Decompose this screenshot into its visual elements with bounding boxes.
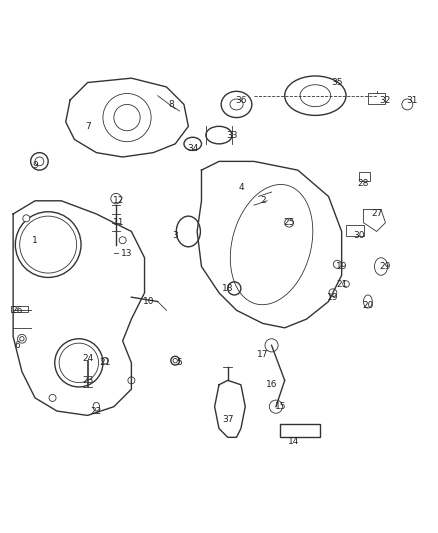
Text: 37: 37 bbox=[222, 415, 233, 424]
Text: 8: 8 bbox=[168, 100, 174, 109]
Text: 34: 34 bbox=[187, 144, 198, 153]
Text: 1: 1 bbox=[32, 236, 38, 245]
Bar bbox=[368, 93, 385, 104]
Text: 19: 19 bbox=[327, 293, 339, 302]
Text: 9: 9 bbox=[32, 161, 38, 170]
Text: 3: 3 bbox=[172, 231, 178, 240]
Bar bbox=[346, 225, 364, 236]
Text: 11: 11 bbox=[113, 218, 124, 227]
Text: 28: 28 bbox=[358, 179, 369, 188]
Text: 14: 14 bbox=[288, 437, 299, 446]
Text: 29: 29 bbox=[380, 262, 391, 271]
Text: 31: 31 bbox=[406, 95, 417, 104]
Circle shape bbox=[23, 215, 30, 222]
Text: 18: 18 bbox=[222, 284, 233, 293]
Circle shape bbox=[128, 377, 135, 384]
Text: 24: 24 bbox=[82, 354, 93, 363]
Circle shape bbox=[49, 394, 56, 401]
Text: 25: 25 bbox=[283, 218, 295, 227]
Bar bbox=[11, 306, 28, 312]
Text: 10: 10 bbox=[143, 297, 155, 306]
Text: 36: 36 bbox=[235, 95, 247, 104]
Text: 17: 17 bbox=[257, 350, 268, 359]
Text: 33: 33 bbox=[226, 131, 238, 140]
Text: 2: 2 bbox=[260, 196, 265, 205]
Text: 12: 12 bbox=[113, 196, 124, 205]
Text: 23: 23 bbox=[82, 376, 93, 385]
Text: 35: 35 bbox=[332, 78, 343, 87]
Bar bbox=[359, 172, 370, 181]
Text: 20: 20 bbox=[362, 302, 374, 310]
Text: 15: 15 bbox=[275, 402, 286, 411]
Text: 26: 26 bbox=[12, 306, 23, 315]
Text: 27: 27 bbox=[371, 209, 382, 219]
Circle shape bbox=[119, 237, 126, 244]
Text: 21: 21 bbox=[336, 279, 347, 288]
Text: 32: 32 bbox=[380, 95, 391, 104]
Text: 19: 19 bbox=[336, 262, 347, 271]
Text: 22: 22 bbox=[91, 407, 102, 416]
Text: 16: 16 bbox=[266, 380, 277, 389]
Text: 4: 4 bbox=[238, 183, 244, 192]
Text: 6: 6 bbox=[14, 341, 21, 350]
Text: 5: 5 bbox=[177, 358, 183, 367]
Text: 13: 13 bbox=[121, 249, 133, 258]
Text: 30: 30 bbox=[353, 231, 365, 240]
Text: 7: 7 bbox=[85, 122, 91, 131]
Text: 21: 21 bbox=[99, 358, 111, 367]
